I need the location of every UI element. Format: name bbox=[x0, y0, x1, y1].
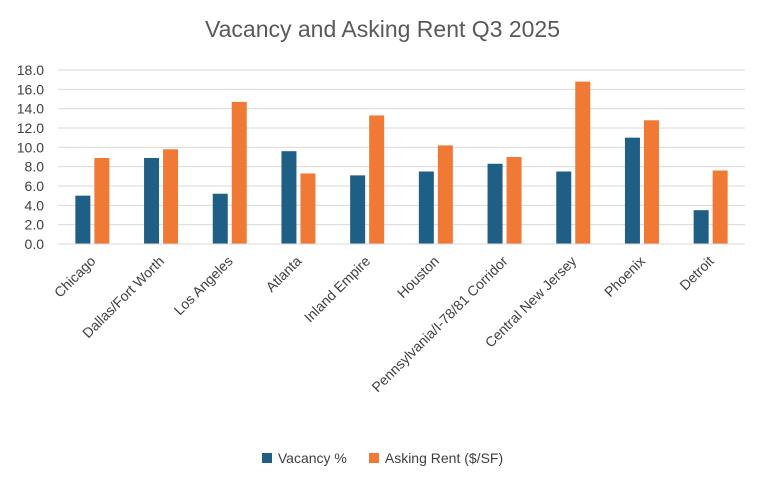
legend-item-asking-rent: Asking Rent ($/SF) bbox=[368, 450, 504, 466]
y-tick-label: 12.0 bbox=[17, 120, 44, 136]
bar-vacancy bbox=[350, 175, 366, 244]
bar-vacancy bbox=[75, 195, 91, 244]
legend-item-vacancy: Vacancy % bbox=[261, 450, 347, 466]
x-tick-label: Inland Empire bbox=[301, 253, 374, 326]
x-tick-label: Chicago bbox=[51, 253, 99, 301]
bar-asking-rent bbox=[369, 115, 385, 244]
bar-asking-rent bbox=[163, 149, 179, 244]
x-tick-label: Houston bbox=[394, 253, 442, 301]
x-tick-label: Atlanta bbox=[262, 253, 304, 295]
chart-title: Vacancy and Asking Rent Q3 2025 bbox=[204, 16, 561, 42]
bar-asking-rent bbox=[643, 120, 659, 244]
bar-asking-rent bbox=[575, 81, 591, 244]
bar-asking-rent bbox=[506, 157, 522, 244]
legend-label-asking-rent: Asking Rent ($/SF) bbox=[384, 450, 504, 466]
bar-vacancy bbox=[693, 210, 709, 244]
legend-label-vacancy: Vacancy % bbox=[277, 450, 347, 466]
x-tick-label: Pennsylvania/I-78/81 Corridor bbox=[368, 253, 511, 396]
legend-swatch-asking-rent bbox=[368, 453, 379, 463]
y-tick-label: 18.0 bbox=[17, 62, 44, 78]
bar-asking-rent bbox=[300, 173, 316, 244]
bar-vacancy bbox=[212, 193, 228, 244]
bar-asking-rent bbox=[94, 157, 110, 244]
legend-swatch-vacancy bbox=[261, 453, 272, 463]
y-tick-label: 10.0 bbox=[17, 139, 44, 155]
bar-vacancy bbox=[144, 157, 160, 244]
x-tick-label: Los Angeles bbox=[171, 253, 236, 318]
bar-asking-rent bbox=[712, 170, 728, 244]
y-tick-label: 2.0 bbox=[25, 217, 45, 233]
bar-vacancy bbox=[624, 137, 640, 244]
x-tick-label: Detroit bbox=[676, 253, 717, 294]
y-tick-label: 4.0 bbox=[25, 197, 45, 213]
y-tick-label: 0.0 bbox=[25, 236, 45, 252]
bar-vacancy bbox=[487, 163, 503, 244]
bar-asking-rent bbox=[437, 145, 453, 244]
y-tick-label: 14.0 bbox=[17, 101, 44, 117]
y-tick-label: 16.0 bbox=[17, 81, 44, 97]
y-tick-label: 8.0 bbox=[25, 159, 45, 175]
y-tick-label: 6.0 bbox=[25, 178, 45, 194]
bar-vacancy bbox=[281, 151, 297, 244]
legend: Vacancy % Asking Rent ($/SF) bbox=[0, 450, 765, 466]
bar-asking-rent bbox=[231, 101, 247, 245]
bar-vacancy bbox=[418, 171, 434, 244]
bar-vacancy bbox=[556, 171, 572, 244]
x-tick-label: Phoenix bbox=[601, 253, 648, 300]
